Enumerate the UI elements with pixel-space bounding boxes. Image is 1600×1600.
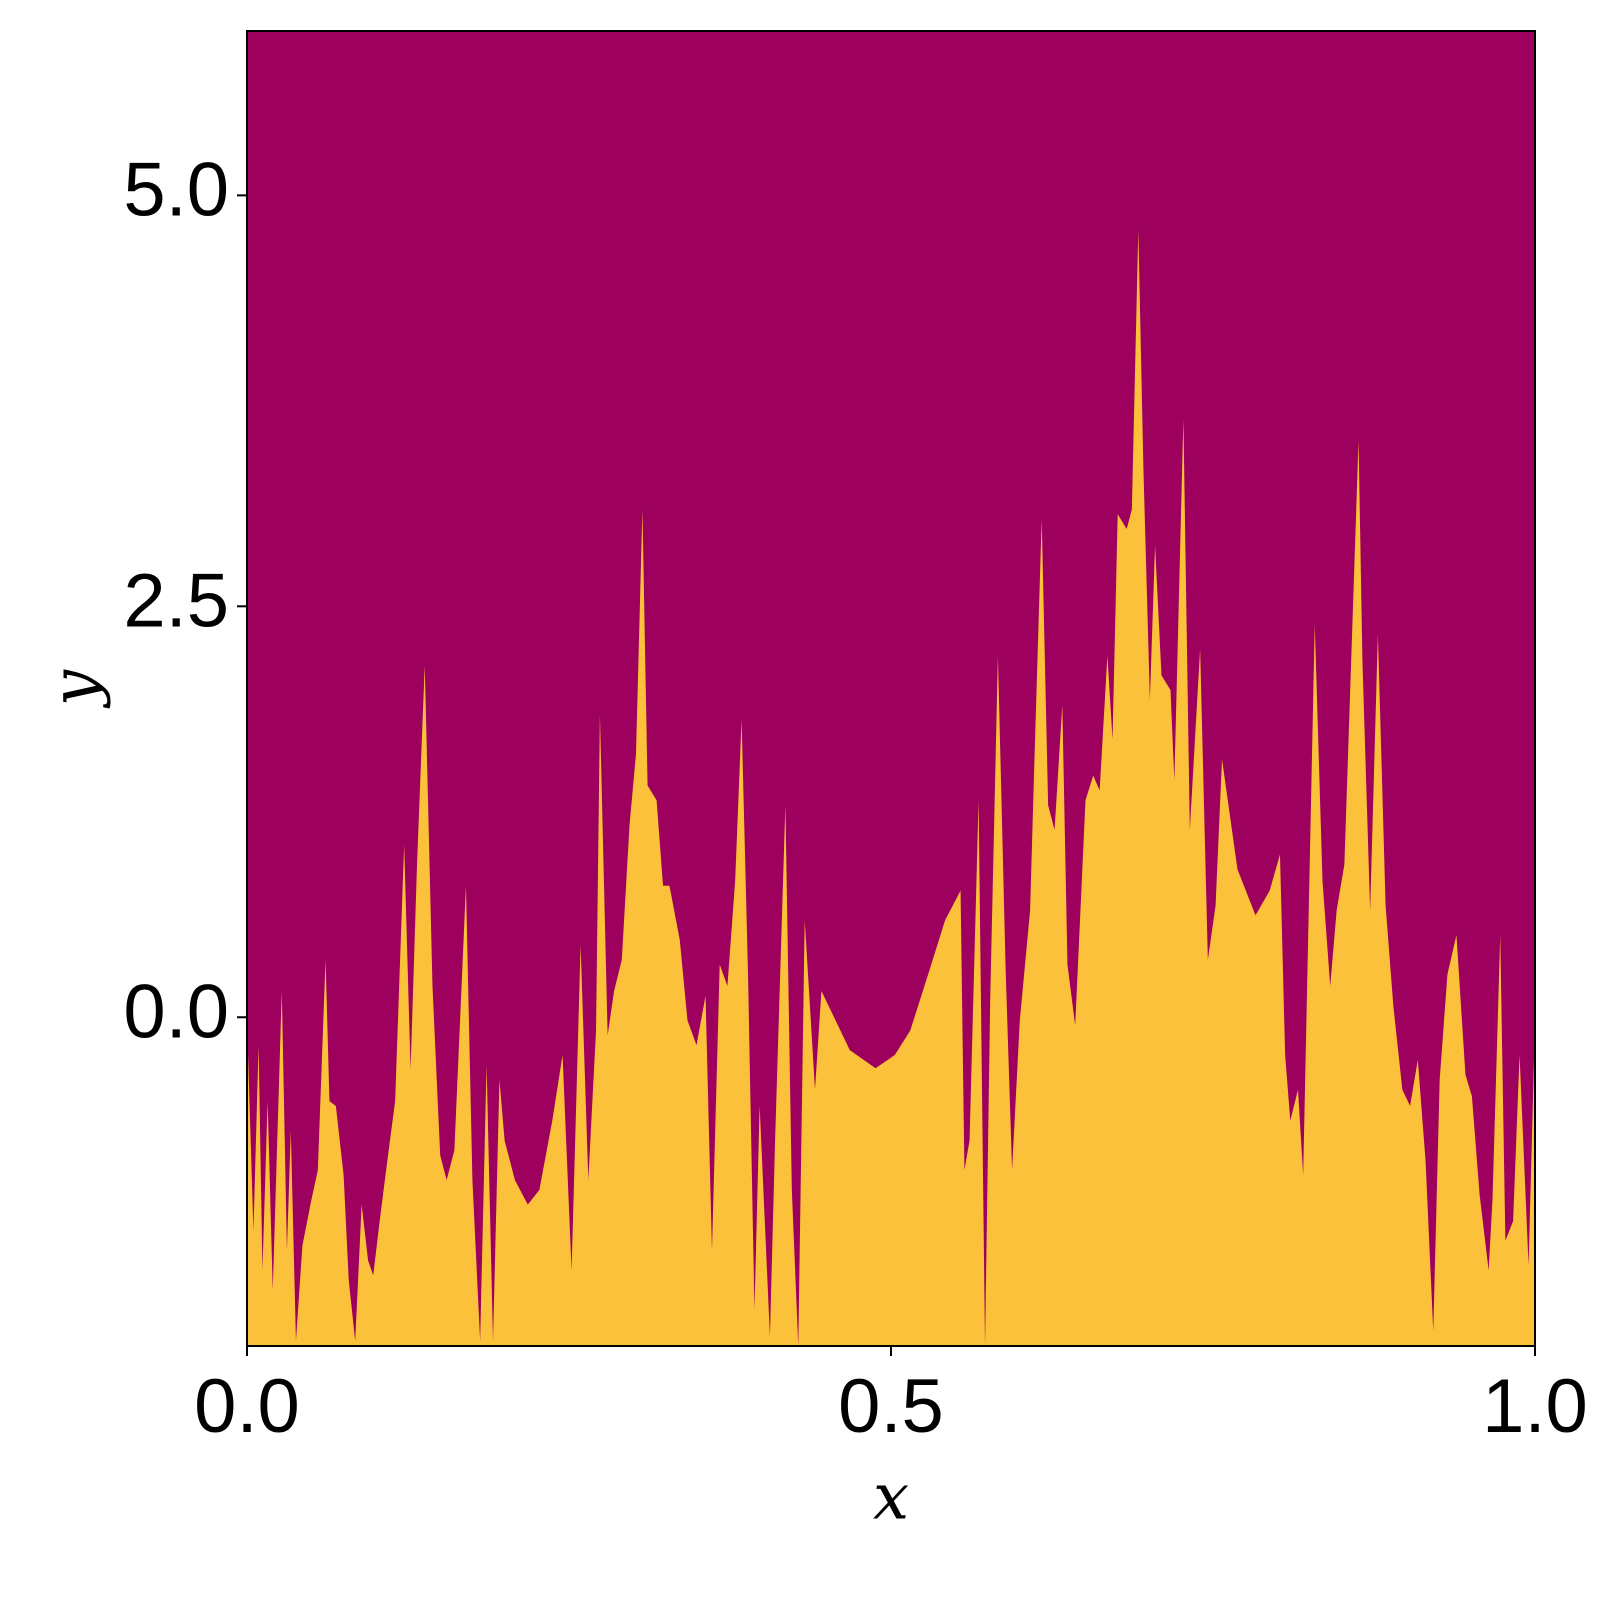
x-tick-label: 1.0 bbox=[1482, 1364, 1588, 1449]
x-tick-label: 0.5 bbox=[838, 1364, 944, 1449]
area bbox=[247, 229, 1535, 1346]
y-axis-label: y bbox=[39, 669, 113, 709]
x-tick-label: 0.0 bbox=[194, 1364, 300, 1449]
x-axis-label: x bbox=[873, 1461, 909, 1535]
y-tick-label: 5.0 bbox=[123, 147, 229, 232]
y-tick-label: 0.0 bbox=[123, 969, 229, 1054]
y-tick-label: 2.5 bbox=[123, 558, 229, 643]
